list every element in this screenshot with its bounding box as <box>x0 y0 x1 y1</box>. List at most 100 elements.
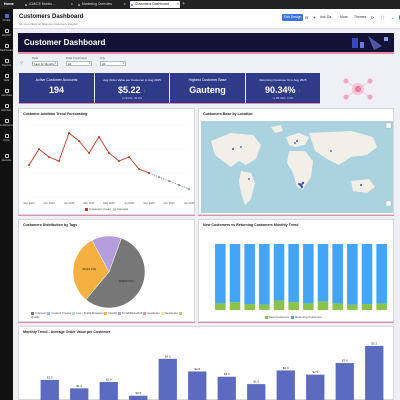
card-accent-line <box>198 215 394 216</box>
x-tick-label: Jul 2025 <box>124 201 134 205</box>
chevron-down-icon: ▾ <box>88 61 90 65</box>
card-accent-line <box>18 322 195 323</box>
legend-item[interactable]: Content Creator <box>47 311 71 315</box>
tab-customers-dashboard[interactable]: Customers Dashboard ✕ <box>130 1 180 8</box>
more-button[interactable]: More <box>340 15 348 19</box>
kpi-accent-line <box>19 103 320 104</box>
card-title: Customers Distribution by Tags <box>23 223 78 227</box>
new-vs-returning-chart <box>215 244 387 310</box>
stacked-bar-segment <box>303 303 314 310</box>
filter-select[interactable]: All ▾ <box>100 60 126 66</box>
star-icon[interactable]: ☆ <box>73 14 78 20</box>
folder-icon <box>4 119 9 123</box>
legend-item[interactable]: Returning Customers <box>291 315 322 319</box>
nav-reports[interactable]: Reports <box>0 59 13 67</box>
database-icon <box>4 74 9 78</box>
legend-label: Customers Count <box>89 207 111 211</box>
aov-bar <box>217 376 236 400</box>
filter-date[interactable]: Date Last 12 Months ▾ <box>32 56 58 66</box>
filter-label: City <box>100 56 106 60</box>
stacked-bar-segment <box>215 303 226 310</box>
kpi-value-wrap: 90.34% ↑ <box>246 85 320 95</box>
data-point <box>148 172 150 174</box>
legend-item[interactable]: New Customers <box>265 315 289 319</box>
stacked-bar-segment <box>347 244 358 305</box>
aov-bar <box>40 379 59 400</box>
close-icon[interactable]: ✕ <box>70 2 73 6</box>
filter-select[interactable]: Last 12 Months ▾ <box>32 60 58 66</box>
world-map[interactable] <box>201 121 393 213</box>
filter-city[interactable]: City All ▾ <box>100 56 126 66</box>
nav-web-ext[interactable]: Web Ext. <box>0 104 13 112</box>
tab-icon <box>78 3 80 6</box>
refresh-icon[interactable]: ⟳ <box>370 15 375 20</box>
themes-button[interactable]: Themes <box>354 15 367 19</box>
data-label: $1.6 <box>253 380 259 384</box>
legend-label: Content Creator <box>51 311 72 315</box>
banner-accent-line <box>18 52 394 54</box>
nav-label: Recents <box>1 159 12 162</box>
nav-more[interactable]: More <box>0 134 13 142</box>
close-icon[interactable]: ✕ <box>123 2 126 6</box>
pie-slice <box>91 235 122 273</box>
nav-collections[interactable]: Collections <box>0 119 13 127</box>
nav-explore[interactable]: Explore <box>0 29 13 37</box>
new-tab-icon[interactable]: + <box>182 1 185 7</box>
report-icon <box>4 59 9 63</box>
legend-item[interactable]: Customers Count <box>85 207 111 211</box>
nav-dashboards[interactable]: Dashboards <box>0 44 14 52</box>
kpi-comparison: vs 89.41%, 0.9% <box>272 96 294 100</box>
filter-icon[interactable]: ⚲ <box>20 60 23 65</box>
kpi-value: Gauteng <box>189 85 226 95</box>
tab-marketing-overview[interactable]: Marketing Overview ✕ <box>77 1 127 8</box>
edit-design-button[interactable]: Edit Design <box>282 14 304 21</box>
legend-item[interactable]: newsletter <box>143 311 160 315</box>
tab-icon <box>25 3 27 6</box>
fullscreen-icon[interactable]: ⛶ <box>381 15 384 20</box>
kpi-label: Avg Order Value per Customer in Aug 2025 <box>103 78 161 82</box>
filter-data-freshness[interactable]: Data Freshness All ▾ <box>66 56 92 66</box>
nav-ask-data[interactable]: Ask Data <box>0 89 13 97</box>
filter-value: Last 12 Months <box>34 61 55 66</box>
arrow-up-icon: ↑ <box>143 89 147 95</box>
chevron-down-icon[interactable]: ⌄ <box>390 15 395 20</box>
aov-bar <box>70 388 89 400</box>
legend-label: Returning Customers <box>295 315 322 319</box>
kpi-label: Active Customer Accounts <box>35 78 78 82</box>
slice-label: 66(31.1%) <box>82 267 96 271</box>
legend-item[interactable]: Quality <box>104 311 117 315</box>
legend-item[interactable]: Forecast <box>113 207 128 211</box>
kpi-comparison: vs $4.01, 30.2% <box>121 96 143 100</box>
nav-recents[interactable]: Recents <box>0 154 13 162</box>
sparkle-icon[interactable]: ✦ <box>312 15 317 20</box>
chevron-down-icon: ▾ <box>122 61 124 65</box>
ask-zia-button[interactable]: Ask Zia <box>320 15 332 19</box>
filter-icon[interactable]: ⊟ <box>304 15 309 20</box>
nav-data[interactable]: Data <box>0 74 13 82</box>
stacked-bar-segment <box>361 304 373 310</box>
home-link[interactable]: Home <box>4 2 14 6</box>
legend-swatch <box>85 207 88 211</box>
legend-swatch <box>113 207 117 211</box>
slice-label: 118(55.5%) <box>119 279 134 283</box>
share-icon[interactable]: ⋯ <box>80 14 85 20</box>
legend-item[interactable]: NYHSDiplo2019 <box>117 311 142 315</box>
nav-label: Ask Data <box>1 94 12 97</box>
globe-icon <box>4 104 9 108</box>
legend-swatch <box>104 311 108 315</box>
legend-item[interactable]: Low - Drafts Reviewer <box>72 311 104 315</box>
legend-item[interactable]: Newsletter <box>160 311 178 315</box>
tab-icm-monitor[interactable]: ICM/CE Monito... ✕ <box>24 1 74 8</box>
nav-create[interactable]: Create <box>0 14 13 22</box>
filter-select[interactable]: All ▾ <box>66 60 92 66</box>
legend-item[interactable]: Unknown <box>31 311 47 315</box>
pie-slice <box>85 237 146 309</box>
legend-item[interactable]: Quality <box>31 311 183 319</box>
customer-network-icon <box>343 78 373 100</box>
data-point <box>48 156 50 158</box>
legend-swatch <box>143 311 147 315</box>
tab-label: ICM/CE Monito... <box>29 2 55 6</box>
x-tick-label: Sep 2025 <box>143 201 155 205</box>
close-icon[interactable]: ✕ <box>176 2 179 6</box>
tags-legend: Unknown Content Creator Low - Drafts Rev… <box>31 311 191 319</box>
